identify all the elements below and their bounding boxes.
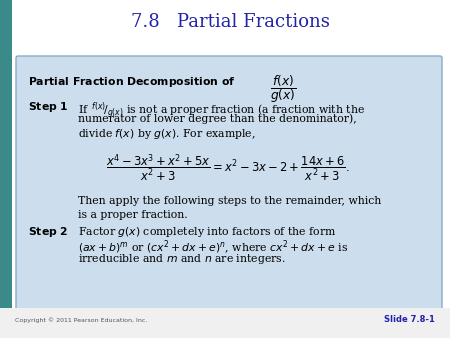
Text: Factor $g(x)$ completely into factors of the form: Factor $g(x)$ completely into factors of… (78, 225, 337, 239)
Text: Slide 7.8-1: Slide 7.8-1 (384, 315, 435, 324)
Text: Copyright © 2011 Pearson Education, Inc.: Copyright © 2011 Pearson Education, Inc. (15, 317, 148, 323)
Text: $\mathbf{Partial\ Fraction\ Decomposition\ of}$: $\mathbf{Partial\ Fraction\ Decompositio… (28, 75, 236, 89)
Text: $\mathbf{Step\ 2}$: $\mathbf{Step\ 2}$ (28, 225, 68, 239)
Bar (0, 308, 450, 338)
Text: If $\,^{f(x)}\!/_{g(x)}$ is not a proper fraction (a fraction with the: If $\,^{f(x)}\!/_{g(x)}$ is not a proper… (78, 100, 365, 121)
Text: $\dfrac{x^4-3x^3+x^2+5x}{x^2+3} = x^2 - 3x - 2 + \dfrac{14x+6}{x^2+3}.$: $\dfrac{x^4-3x^3+x^2+5x}{x^2+3} = x^2 - … (106, 153, 350, 185)
Text: $(ax + b)^m$ or $(cx^2 + dx + e)^n$, where $cx^2 + dx + e$ is: $(ax + b)^m$ or $(cx^2 + dx + e)^n$, whe… (78, 239, 348, 257)
Text: numerator of lower degree than the denominator),: numerator of lower degree than the denom… (78, 114, 357, 124)
Text: $\dfrac{f(x)}{g(x)}$: $\dfrac{f(x)}{g(x)}$ (270, 73, 297, 105)
Text: is a proper fraction.: is a proper fraction. (78, 210, 188, 219)
Text: 7.8   Partial Fractions: 7.8 Partial Fractions (130, 13, 329, 31)
Text: Then apply the following steps to the remainder, which: Then apply the following steps to the re… (78, 196, 381, 206)
Text: irreducible and $m$ and $n$ are integers.: irreducible and $m$ and $n$ are integers… (78, 252, 286, 266)
Text: $\mathbf{Step\ 1}$: $\mathbf{Step\ 1}$ (28, 100, 68, 114)
FancyBboxPatch shape (16, 56, 442, 310)
Text: divide $f(x)$ by $g(x)$. For example,: divide $f(x)$ by $g(x)$. For example, (78, 127, 256, 141)
Bar (0, 0, 12, 338)
